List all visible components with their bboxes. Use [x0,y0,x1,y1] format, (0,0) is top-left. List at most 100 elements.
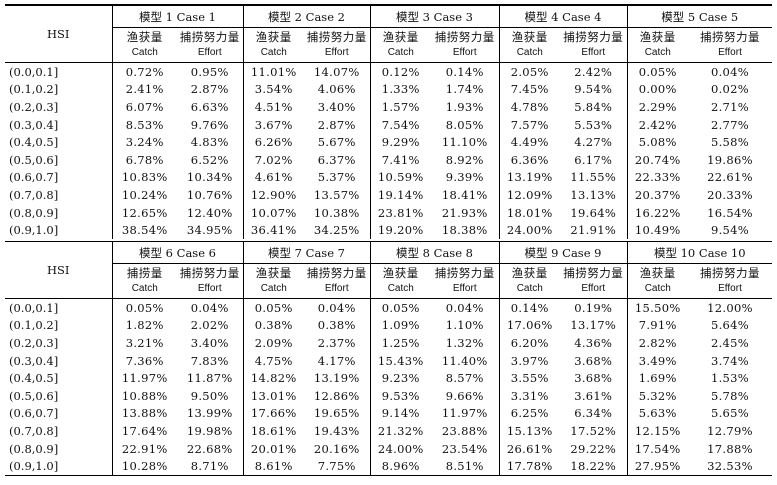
catch-value-cell: 10.07% [242,203,304,222]
catch-value-cell: 1.33% [369,80,431,99]
effort-value-cell: 1.93% [445,99,484,114]
catch-value-cell: 5.32% [626,386,688,405]
case-header: 模型 7 Case 7 [242,241,370,264]
table-row: (0.0,0.1] 0.72% 0.95% 11.01% 14.07% 0.12% 0.14… [5,62,772,81]
catch-value-cell: 21.32% [369,422,431,440]
effort-value-cell: 9.54% [574,82,613,97]
catch-value-cell: 3.31% [498,386,560,405]
catch-value-cell: 2.05% [498,62,560,81]
effort-value-cell: 1.10% [445,318,484,333]
catch-value-cell: 0.05% [111,298,177,317]
catch-value-cell: 3.67% [242,115,304,134]
effort-header: 捕捞努力量 Effort [431,263,499,299]
effort-value-cell: 1.53% [710,371,750,386]
catch-value-cell: 4.49% [498,133,560,151]
case-header: 模型 1 Case 1 [111,5,243,28]
catch-header: 渔获量 Catch [242,263,304,299]
header-row-variables: 捕捞量 Catch 捕捞努力量 Effort 渔获量 Catch 捕捞努力量 Effor… [5,263,773,299]
catch-value-cell: 2.29% [626,98,688,116]
catch-value-cell: 2.42% [626,115,688,134]
effort-value-cell: 23.88% [441,423,488,438]
catch-value-cell: 6.07% [111,98,177,116]
catch-value-cell: 26.61% [498,439,560,458]
effort-value-cell: 6.63% [190,99,229,114]
effort-value-cell: 5.53% [574,117,613,132]
effort-header: 捕捞努力量 Effort [560,263,627,299]
header-row-variables: 渔获量 Catch 捕捞努力量 Effort 渔获量 Catch 捕捞努力量 Effor… [5,27,772,63]
effort-value-cell: 0.04% [710,64,750,79]
table-row: (0.5,0.6] 10.88% 9.50% 13.01% 12.86% 9.53% 9.6… [5,386,772,405]
catch-value-cell: 11.01% [242,62,304,81]
case-header: 模型 4 Case 4 [498,5,627,28]
effort-value-cell: 29.22% [570,441,617,456]
header-row-cases: HSI 模型 6 Case 6 模型 7 Case 7 模型 8 Case 8 … [5,241,773,299]
catch-value-cell: 23.81% [369,203,431,222]
effort-value-cell: 2.71% [710,99,750,114]
effort-value-cell: 5.58% [710,135,750,150]
effort-value-cell: 13.19% [313,371,360,386]
effort-value-cell: 9.76% [190,117,229,132]
case-header: 模型 5 Case 5 [626,5,772,28]
effort-value-cell: 0.02% [710,82,750,97]
table-row: (0.1,0.2] 1.82% 2.02% 0.38% 0.38% 1.09% 1.10% 1… [5,316,772,335]
catch-value-cell: 17.06% [498,316,560,335]
catch-value-cell: 17.78% [498,457,560,476]
table-row: (0.6,0.7] 13.88% 13.99% 17.66% 19.65% 9.14% 11… [5,404,772,423]
effort-value-cell: 0.04% [445,300,484,315]
catch-value-cell: 24.00% [369,439,431,458]
effort-value-cell: 21.93% [441,205,488,220]
hsi-interval-cell: (0.1,0.2] [9,318,59,333]
catch-value-cell: 11.97% [111,369,177,387]
effort-value-cell: 11.55% [570,170,617,185]
catch-value-cell: 10.83% [111,168,177,187]
hsi-interval-cell: (0.6,0.7] [9,170,59,185]
catch-value-cell: 18.61% [242,422,304,440]
effort-value-cell: 17.88% [707,441,753,456]
catch-value-cell: 4.75% [242,351,304,370]
catch-value-cell: 18.01% [498,203,560,222]
effort-header: 捕捞努力量 Effort [177,263,243,299]
catch-value-cell: 20.01% [242,439,304,458]
catch-value-cell: 7.41% [369,150,431,169]
effort-value-cell: 2.87% [190,82,229,97]
catch-value-cell: 10.59% [369,168,431,187]
catch-value-cell: 0.05% [369,298,431,317]
hsi-interval-cell: (0.9,1.0] [9,459,59,474]
catch-value-cell: 2.41% [111,80,177,99]
effort-value-cell: 8.05% [445,117,484,132]
hsi-interval-cell: (0.3,0.4] [9,117,59,132]
catch-value-cell: 12.90% [242,186,304,204]
catch-value-cell: 1.57% [369,98,431,116]
effort-value-cell: 4.36% [574,335,613,350]
effort-value-cell: 2.02% [190,318,229,333]
catch-value-cell: 22.33% [626,168,688,187]
catch-header: 渔获量 Catch [369,27,431,63]
catch-value-cell: 12.15% [626,422,688,440]
catch-value-cell: 17.64% [111,422,177,440]
catch-value-cell: 38.54% [111,221,177,239]
catch-value-cell: 1.09% [369,316,431,335]
catch-value-cell: 8.61% [242,457,304,476]
effort-value-cell: 5.37% [317,170,356,185]
effort-value-cell: 19.86% [707,152,753,167]
catch-value-cell: 4.78% [498,98,560,116]
effort-value-cell: 17.52% [570,423,617,438]
hsi-interval-cell: (0.6,0.7] [9,406,59,421]
effort-value-cell: 0.95% [190,64,229,79]
catch-value-cell: 0.05% [242,298,304,317]
catch-value-cell: 0.72% [111,62,177,81]
effort-value-cell: 18.38% [441,223,488,238]
effort-header: 捕捞努力量 Effort [304,263,370,299]
effort-header: 捕捞努力量 Effort [688,263,773,299]
effort-value-cell: 2.37% [317,335,356,350]
catch-value-cell: 22.91% [111,439,177,458]
catch-value-cell: 7.02% [242,150,304,169]
effort-value-cell: 34.25% [313,223,360,238]
catch-value-cell: 17.54% [626,439,688,458]
catch-value-cell: 1.82% [111,316,177,335]
catch-header: 渔获量 Catch [626,27,688,63]
catch-value-cell: 9.23% [369,369,431,387]
case-header: 模型 10 Case 10 [626,241,773,264]
catch-header: 渔获量 Catch [242,27,304,63]
table-row: (0.2,0.3] 6.07% 6.63% 4.51% 3.40% 1.57% 1.93% 4… [5,98,772,116]
